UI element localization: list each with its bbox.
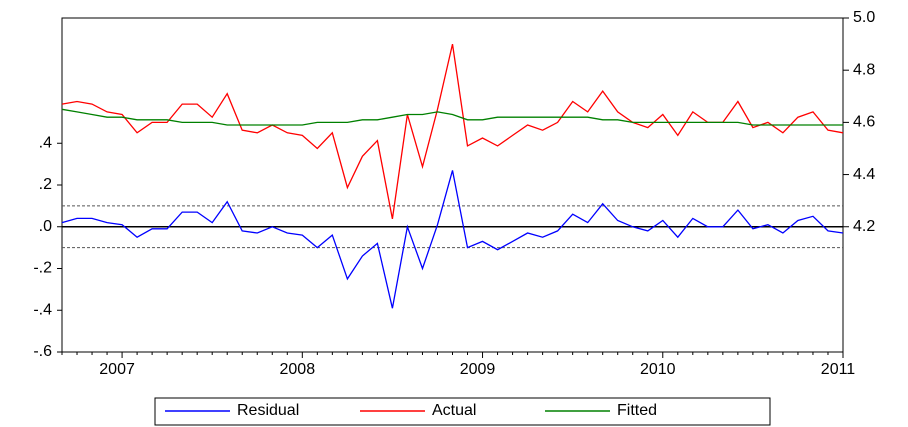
y2-tick-label: 4.4 (853, 166, 875, 183)
y-tick-label: -.2 (33, 260, 52, 277)
x-tick-label: 2007 (99, 361, 135, 378)
y-tick-label: .0 (39, 218, 52, 235)
legend-label: Fitted (617, 402, 657, 419)
y2-tick-label: 5.0 (853, 9, 875, 26)
legend-box (154, 397, 771, 426)
series-line (61, 170, 844, 309)
legend-label: Residual (237, 402, 299, 419)
y-tick-label: .2 (39, 176, 52, 193)
x-tick-label: 2008 (280, 361, 316, 378)
series-line (61, 43, 844, 220)
series-line (61, 108, 843, 126)
x-tick-label: 2010 (640, 361, 676, 378)
y-tick-label: .4 (39, 134, 52, 151)
x-tick-label: 2011 (821, 361, 856, 378)
legend-label: Actual (432, 402, 476, 419)
plot-frame (61, 17, 844, 353)
y-tick-label: -.6 (33, 343, 52, 360)
y2-tick-label: 4.2 (853, 218, 875, 235)
x-tick-label: 2009 (460, 361, 496, 378)
y-tick-label: -.4 (33, 301, 52, 318)
y2-tick-label: 4.6 (853, 114, 875, 131)
y2-tick-label: 4.8 (853, 61, 875, 78)
